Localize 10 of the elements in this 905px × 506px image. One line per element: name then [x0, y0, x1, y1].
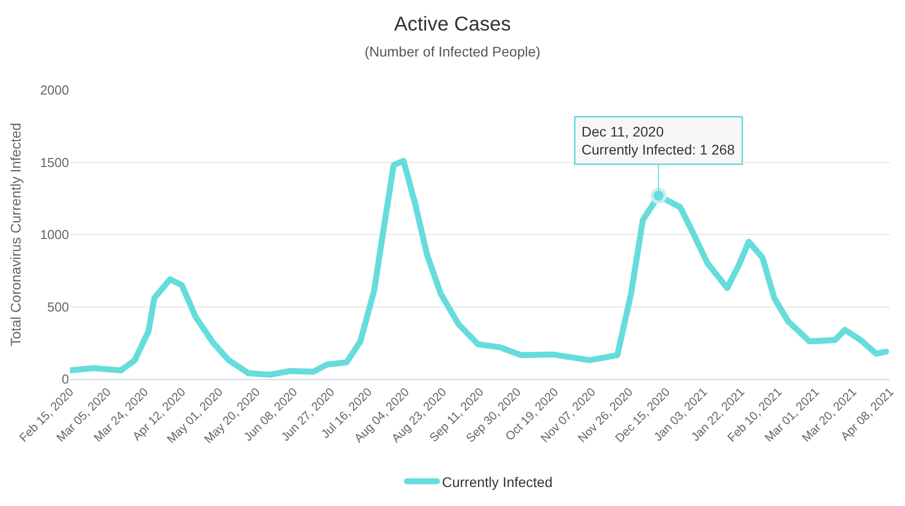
- y-axis-title: Total Coronavirus Currently Infected: [8, 122, 24, 346]
- chart-title: Active Cases: [394, 13, 511, 36]
- legend-label: Currently Infected: [442, 474, 552, 490]
- chart-subtitle: (Number of Infected People): [364, 43, 540, 60]
- y-tick-label: 1000: [40, 227, 69, 242]
- y-tick-label: 0: [62, 372, 69, 387]
- y-tick-label: 1500: [40, 154, 69, 170]
- annotation: Dec 11, 2020 Currently Infected: 1 268: [582, 124, 736, 158]
- y-tick-label: 2000: [40, 82, 69, 98]
- y-tick-label: 500: [47, 299, 69, 314]
